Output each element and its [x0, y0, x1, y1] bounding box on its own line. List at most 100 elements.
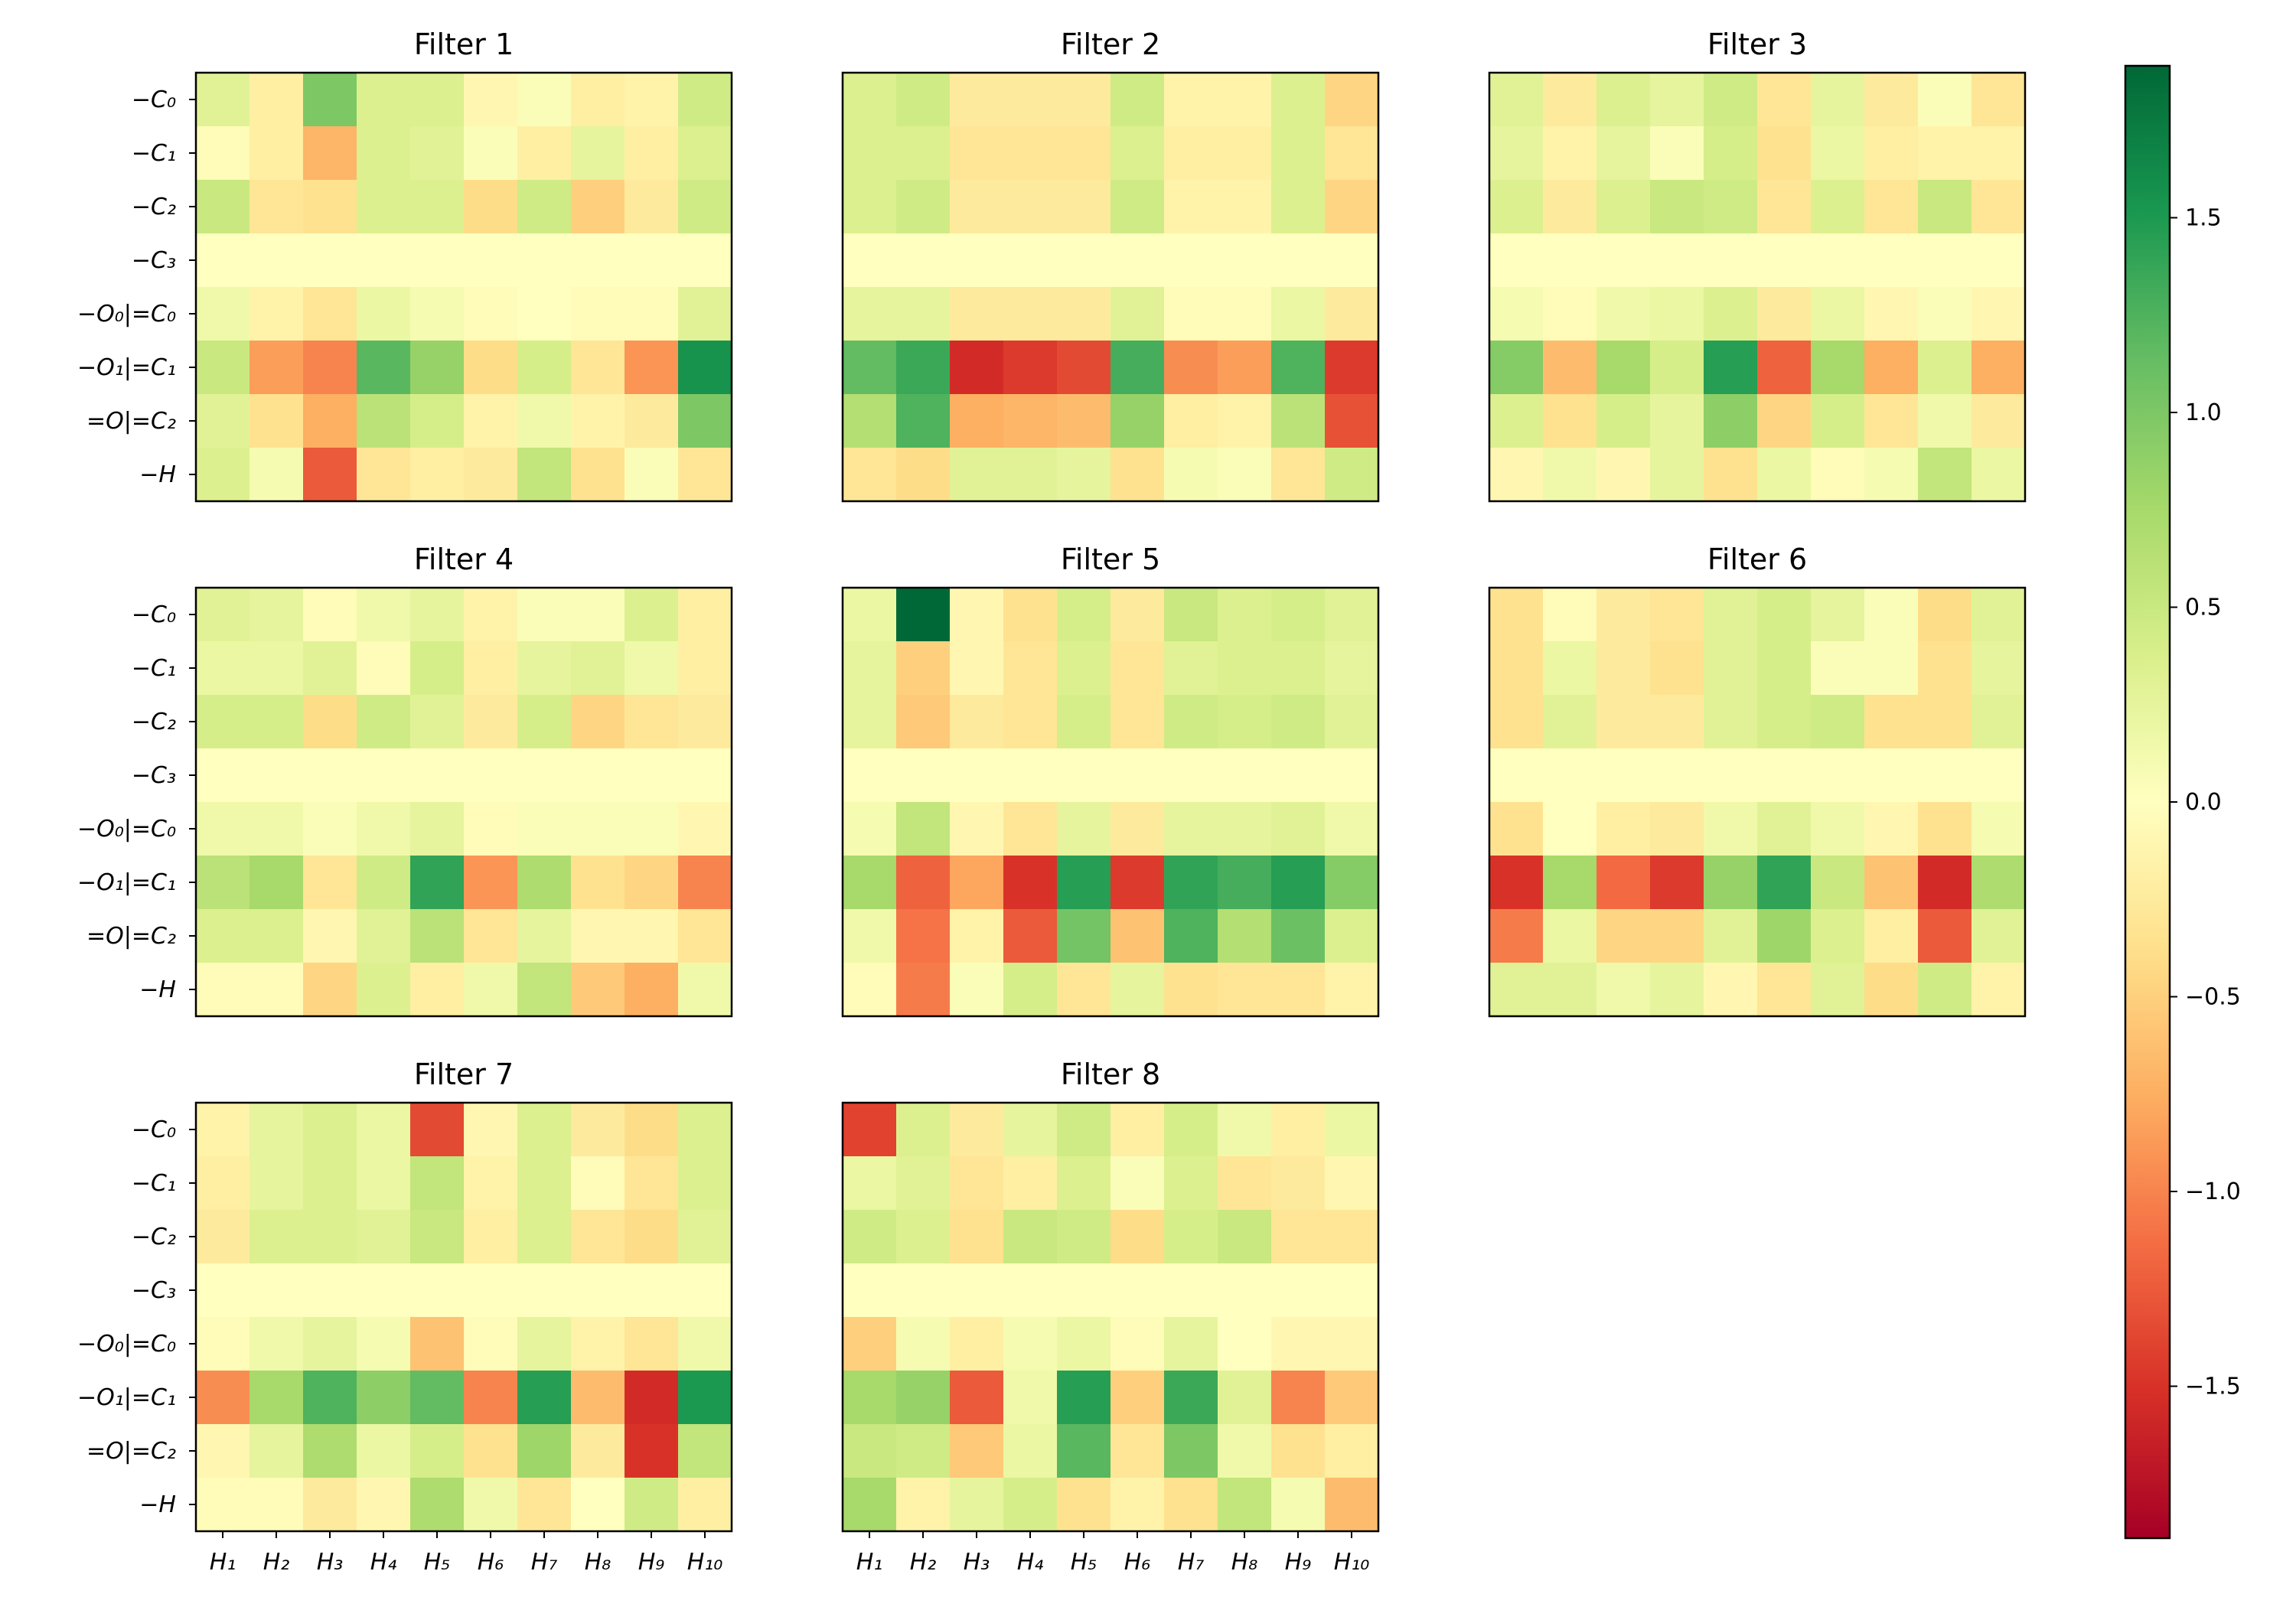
heatmap-cell — [1757, 695, 1812, 749]
heatmap-cell — [196, 1156, 250, 1211]
heatmap-cell — [464, 233, 518, 288]
heatmap-cell — [896, 1103, 951, 1157]
heatmap-cell — [843, 1478, 897, 1532]
heatmap-cell — [896, 73, 951, 127]
heatmap-cell — [1003, 394, 1058, 448]
heatmap-cell — [843, 1103, 897, 1157]
heatmap-cell — [303, 1156, 357, 1211]
heatmap-cell — [896, 588, 951, 642]
heatmap-cell — [1003, 588, 1058, 642]
heatmap-cell — [571, 233, 625, 288]
heatmap-cell — [1650, 909, 1704, 963]
heatmap-cell — [1271, 73, 1326, 127]
heatmap-cell — [950, 1424, 1004, 1478]
heatmap-cell — [843, 909, 897, 963]
heatmap-cell — [517, 1317, 572, 1371]
panel-title: Filter 8 — [1061, 1058, 1160, 1091]
heatmap-cell — [1489, 126, 1544, 181]
heatmap-cell — [1918, 394, 1972, 448]
heatmap-cell — [625, 1478, 679, 1532]
heatmap-cell — [1596, 963, 1651, 1017]
heatmap-cell — [1543, 588, 1597, 642]
heatmap-cell — [1271, 1210, 1326, 1264]
heatmap-cell — [517, 909, 572, 963]
heatmap-cell — [571, 126, 625, 181]
heatmap-cell — [1110, 394, 1165, 448]
heatmap-cell — [1003, 909, 1058, 963]
heatmap-cell — [410, 1210, 465, 1264]
heatmap-cell — [1110, 180, 1165, 234]
heatmap-cell — [1757, 802, 1812, 856]
heatmap-cell — [1057, 802, 1111, 856]
heatmap-cell — [1110, 802, 1165, 856]
heatmap-cell — [625, 1210, 679, 1264]
heatmap-panel: Filter 4 −C₀ −C₁ −C₂ −C₃ −O₀|=C₀ −O₁|=C₁ =O|=C₂… — [77, 543, 733, 1018]
heatmap-cell — [1543, 448, 1597, 502]
heatmap-cell — [678, 73, 732, 127]
heatmap-cell — [517, 748, 572, 803]
heatmap-cell — [1704, 394, 1758, 448]
heatmap-cell — [303, 588, 357, 642]
heatmap-cell — [1218, 341, 1272, 395]
heatmap-cell — [196, 1210, 250, 1264]
heatmap-cell — [678, 180, 732, 234]
heatmap-cell — [1271, 1156, 1326, 1211]
y-tick-label: −H — [139, 461, 176, 488]
heatmap-cell — [678, 1371, 732, 1425]
heatmap-cell — [1003, 641, 1058, 696]
heatmap-cell — [678, 748, 732, 803]
heatmap-cell — [1543, 748, 1597, 803]
heatmap-cell — [843, 802, 897, 856]
heatmap-cell — [1164, 73, 1218, 127]
heatmap-cell — [625, 856, 679, 910]
heatmap-cell — [1325, 233, 1379, 288]
heatmap-cell — [1704, 963, 1758, 1017]
heatmap-cell — [1164, 1263, 1218, 1318]
heatmap-cell — [1543, 695, 1597, 749]
heatmap-cell — [1971, 73, 2026, 127]
heatmap-cell — [517, 1478, 572, 1532]
heatmap-cell — [1757, 287, 1812, 341]
x-tick-label: H₁ — [856, 1549, 883, 1576]
colorbar-tick-label: 0.0 — [2185, 789, 2222, 816]
heatmap-cell — [1971, 588, 2026, 642]
heatmap-cell — [1704, 748, 1758, 803]
heatmap-cell — [1164, 1478, 1218, 1532]
heatmap-cell — [896, 909, 951, 963]
heatmap-cell — [1543, 641, 1597, 696]
heatmap-cell — [625, 802, 679, 856]
heatmap-cell — [1325, 588, 1379, 642]
heatmap-cell — [1164, 856, 1218, 910]
heatmap-cell — [1057, 588, 1111, 642]
heatmap-cell — [625, 748, 679, 803]
heatmap-cell — [249, 73, 304, 127]
heatmap-cell — [1704, 73, 1758, 127]
heatmap-cell — [1218, 287, 1272, 341]
heatmap-cell — [1811, 287, 1865, 341]
x-tick-label: H₉ — [1285, 1549, 1312, 1576]
heatmap-cell — [196, 233, 250, 288]
heatmap-cell — [1164, 1156, 1218, 1211]
heatmap-cell — [1271, 856, 1326, 910]
heatmap-cell — [1110, 1424, 1165, 1478]
heatmap-cell — [410, 963, 465, 1017]
heatmap-cell — [303, 126, 357, 181]
heatmap-cell — [1271, 287, 1326, 341]
heatmap-cell — [303, 287, 357, 341]
heatmap-cell — [1057, 1317, 1111, 1371]
heatmap-cell — [950, 448, 1004, 502]
heatmap-cell — [1918, 748, 1972, 803]
heatmap-cell — [1325, 1424, 1379, 1478]
heatmap-cell — [1704, 180, 1758, 234]
heatmap-cell — [1596, 73, 1651, 127]
heatmap-cell — [196, 1424, 250, 1478]
heatmap-cell — [843, 233, 897, 288]
heatmap-cell — [303, 856, 357, 910]
heatmap-cell — [1218, 448, 1272, 502]
heatmap-cell — [843, 748, 897, 803]
heatmap-cell — [950, 641, 1004, 696]
heatmap-cell — [1003, 341, 1058, 395]
heatmap-cell — [1650, 394, 1704, 448]
heatmap-cell — [1704, 588, 1758, 642]
heatmap-cell — [1218, 1424, 1272, 1478]
